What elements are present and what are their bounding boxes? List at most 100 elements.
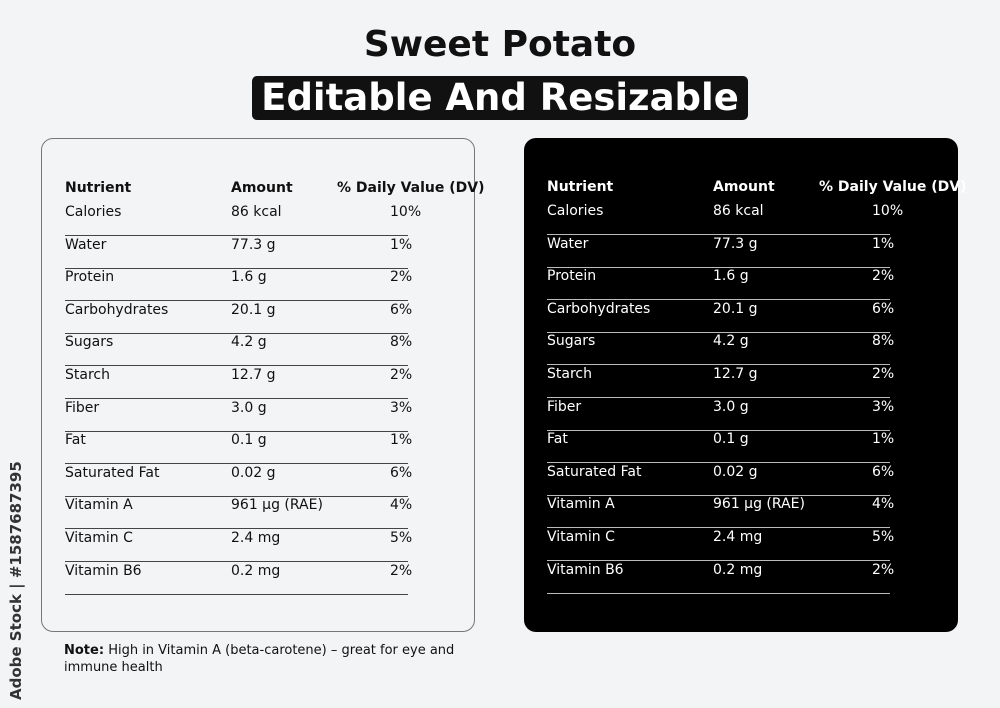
- table-header: Nutrient Amount % Daily Value (DV): [65, 180, 484, 200]
- nutrient-amount: 0.1 g: [231, 432, 267, 449]
- nutrient-daily-value: 2%: [872, 268, 895, 285]
- nutrient-name: Water: [547, 235, 589, 252]
- table-row: Calories 86 kcal 10%: [547, 201, 903, 235]
- nutrient-daily-value: 1%: [390, 432, 413, 449]
- table-row: Fat 0.1 g 1%: [65, 430, 412, 465]
- nutrient-amount: 0.2 mg: [231, 562, 281, 579]
- page-subtitle: Editable And Resizable: [252, 76, 748, 120]
- nutrient-daily-value: 2%: [390, 562, 413, 579]
- nutrient-daily-value: 1%: [872, 235, 895, 252]
- nutrient-amount: 3.0 g: [713, 398, 749, 415]
- nutrient-name: Vitamin B6: [547, 561, 624, 578]
- table-row: Vitamin A 961 µg (RAE) 4%: [547, 494, 894, 529]
- nutrient-amount: 1.6 g: [713, 268, 749, 285]
- nutrient-daily-value: 8%: [872, 333, 895, 350]
- note: Note: High in Vitamin A (beta-carotene) …: [64, 642, 464, 676]
- nutrient-daily-value: 6%: [872, 463, 895, 480]
- nutrient-amount: 77.3 g: [231, 236, 276, 253]
- nutrient-daily-value: 2%: [390, 269, 413, 286]
- nutrient-amount: 2.4 mg: [231, 530, 281, 546]
- nutrient-name: Sugars: [65, 334, 114, 351]
- table-row: Water 77.3 g 1%: [65, 235, 412, 269]
- table-row: Vitamin C 2.4 mg 5%: [547, 527, 894, 561]
- nutrient-daily-value: 5%: [390, 530, 413, 546]
- header-daily-value: % Daily Value (DV): [819, 179, 967, 195]
- table-row: Calories 86 kcal 10%: [65, 202, 421, 236]
- header-amount: Amount: [713, 179, 775, 195]
- table-row: Fat 0.1 g 1%: [547, 429, 894, 464]
- nutrient-name: Calories: [65, 204, 122, 220]
- nutrient-name: Vitamin B6: [65, 562, 142, 579]
- nutrition-table-light: Nutrient Amount % Daily Value (DV) Calories…: [41, 138, 484, 632]
- nutrient-name: Saturated Fat: [547, 463, 642, 480]
- nutrient-daily-value: 2%: [872, 366, 895, 382]
- nutrient-amount: 3.0 g: [231, 399, 267, 416]
- note-label: Note:: [64, 643, 105, 658]
- nutrient-name: Vitamin A: [547, 496, 615, 513]
- nutrient-amount: 86 kcal: [713, 203, 764, 219]
- nutrient-amount: 0.1 g: [713, 431, 749, 448]
- nutrient-name: Vitamin A: [65, 497, 133, 514]
- table-row: Starch 12.7 g 2%: [65, 365, 412, 399]
- nutrient-amount: 0.02 g: [713, 463, 758, 480]
- nutrient-name: Fat: [65, 432, 86, 449]
- nutrient-name: Carbohydrates: [65, 301, 169, 318]
- nutrient-daily-value: 2%: [390, 367, 413, 383]
- nutrient-daily-value: 10%: [390, 204, 422, 220]
- nutrient-amount: 86 kcal: [231, 204, 282, 220]
- table-row: Vitamin B6 0.2 mg 2%: [547, 560, 894, 594]
- stock-watermark-id: Adobe Stock | #1587687395: [7, 461, 25, 700]
- table-row: Vitamin A 961 µg (RAE) 4%: [65, 495, 412, 530]
- nutrient-daily-value: 2%: [872, 561, 895, 578]
- nutrient-amount: 20.1 g: [713, 300, 758, 317]
- subtitle-banner: Editable And Resizable: [0, 76, 1000, 120]
- header-amount: Amount: [231, 180, 293, 196]
- table-row: Starch 12.7 g 2%: [547, 364, 894, 398]
- nutrient-daily-value: 6%: [872, 300, 895, 317]
- table-row: Water 77.3 g 1%: [547, 234, 894, 268]
- nutrient-name: Calories: [547, 203, 604, 219]
- nutrient-name: Saturated Fat: [65, 464, 160, 481]
- nutrient-amount: 961 µg (RAE): [231, 497, 323, 514]
- table-row: Protein 1.6 g 2%: [65, 267, 412, 302]
- nutrient-name: Protein: [547, 268, 597, 285]
- nutrient-name: Fat: [547, 431, 568, 448]
- nutrient-daily-value: 3%: [872, 398, 895, 415]
- nutrient-daily-value: 1%: [872, 431, 895, 448]
- header-nutrient: Nutrient: [65, 180, 132, 196]
- nutrient-name: Water: [65, 236, 107, 253]
- nutrient-amount: 961 µg (RAE): [713, 496, 805, 513]
- nutrient-name: Sugars: [547, 333, 596, 350]
- nutrient-amount: 2.4 mg: [713, 529, 763, 545]
- table-row: Fiber 3.0 g 3%: [547, 397, 894, 431]
- nutrient-daily-value: 1%: [390, 236, 413, 253]
- nutrient-daily-value: 4%: [872, 496, 895, 513]
- nutrient-daily-value: 10%: [872, 203, 904, 219]
- nutrient-amount: 0.2 mg: [713, 561, 763, 578]
- nutrient-daily-value: 4%: [390, 497, 413, 514]
- header-nutrient: Nutrient: [547, 179, 614, 195]
- nutrient-daily-value: 5%: [872, 529, 895, 545]
- table-row: Vitamin C 2.4 mg 5%: [65, 528, 412, 562]
- nutrient-amount: 0.02 g: [231, 464, 276, 481]
- nutrient-amount: 20.1 g: [231, 301, 276, 318]
- nutrient-name: Vitamin C: [65, 530, 133, 546]
- table-row: Sugars 4.2 g 8%: [65, 332, 412, 367]
- nutrient-amount: 77.3 g: [713, 235, 758, 252]
- nutrition-table-dark: Nutrient Amount % Daily Value (DV) Calories…: [524, 138, 966, 632]
- nutrient-daily-value: 8%: [390, 334, 413, 351]
- table-row: Carbohydrates 20.1 g 6%: [547, 299, 894, 333]
- table-row: Carbohydrates 20.1 g 6%: [65, 300, 412, 334]
- table-header: Nutrient Amount % Daily Value (DV): [547, 179, 966, 199]
- nutrient-daily-value: 6%: [390, 464, 413, 481]
- nutrient-name: Starch: [65, 367, 110, 383]
- nutrient-name: Protein: [65, 269, 115, 286]
- nutrient-amount: 4.2 g: [713, 333, 749, 350]
- nutrient-name: Carbohydrates: [547, 300, 651, 317]
- table-row: Protein 1.6 g 2%: [547, 266, 894, 301]
- table-row: Vitamin B6 0.2 mg 2%: [65, 561, 412, 595]
- nutrient-name: Starch: [547, 366, 592, 382]
- table-row: Sugars 4.2 g 8%: [547, 331, 894, 366]
- nutrient-daily-value: 3%: [390, 399, 413, 416]
- nutrient-amount: 12.7 g: [231, 367, 276, 383]
